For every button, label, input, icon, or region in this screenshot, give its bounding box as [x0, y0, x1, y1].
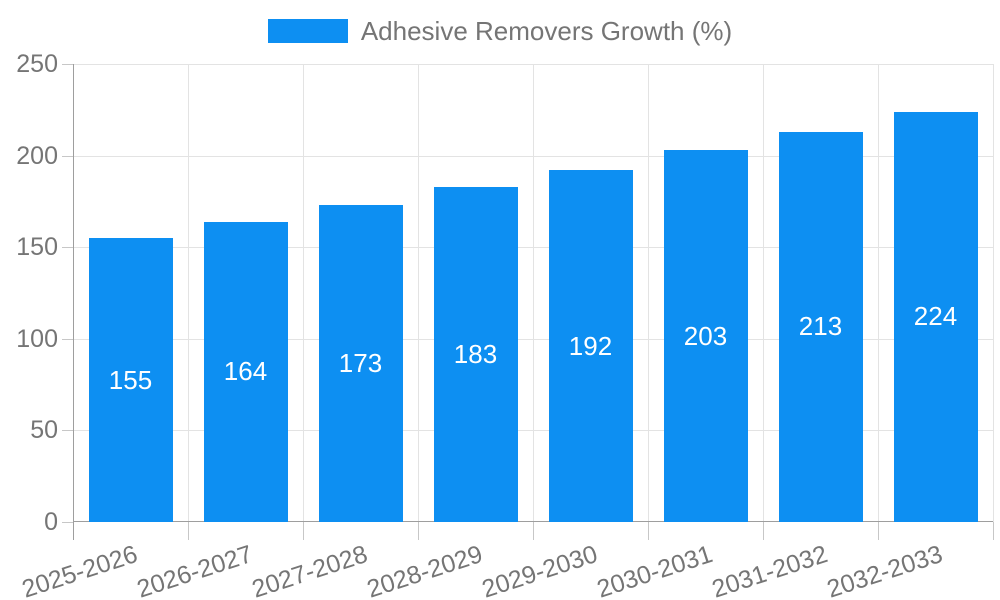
x-tick-label: 2032-2033	[823, 540, 946, 600]
x-axis-tick	[648, 522, 649, 540]
x-axis-tick	[878, 522, 879, 540]
gridline-vertical	[878, 64, 879, 522]
gridline-vertical	[188, 64, 189, 522]
gridline-vertical	[533, 64, 534, 522]
y-axis-tick	[62, 522, 73, 523]
legend-label: Adhesive Removers Growth (%)	[360, 16, 733, 46]
y-tick-label: 100	[16, 324, 58, 353]
gridline-vertical	[418, 64, 419, 522]
y-axis-line	[73, 64, 74, 540]
y-axis-tick	[62, 430, 73, 432]
x-axis-line	[73, 521, 993, 522]
bar-value-label: 203	[683, 320, 728, 351]
y-axis-tick	[62, 64, 73, 65]
x-tick-label: 2025-2026	[18, 540, 141, 600]
y-tick-label: 0	[44, 508, 58, 536]
bar-value-label: 173	[338, 348, 383, 379]
y-tick-label: 50	[30, 416, 58, 445]
x-tick-label: 2029-2030	[478, 540, 601, 600]
y-axis-tick	[62, 155, 73, 157]
x-axis-tick	[993, 522, 994, 540]
x-tick-label: 2027-2028	[248, 540, 371, 600]
x-axis-tick	[763, 522, 764, 540]
gridline-vertical	[648, 64, 649, 522]
gridline-vertical	[993, 64, 994, 522]
bar-value-label: 164	[223, 356, 268, 387]
bar-value-label: 192	[568, 330, 613, 361]
x-tick-label: 2028-2029	[363, 540, 486, 600]
bar: 203	[663, 150, 748, 522]
bar: 183	[433, 186, 518, 522]
gridline-vertical	[303, 64, 304, 522]
x-axis-tick	[73, 522, 74, 540]
bar: 192	[548, 170, 633, 522]
bar-value-label: 155	[108, 364, 153, 395]
bar: 155	[88, 238, 173, 522]
x-axis-tick	[188, 522, 189, 540]
plot-area: 155 164 173 183 192 203 213 224	[73, 64, 994, 540]
y-tick-label: 250	[16, 50, 58, 78]
bar: 173	[318, 205, 403, 522]
legend: Adhesive Removers Growth (%)	[0, 17, 1000, 45]
x-tick-label: 2030-2031	[593, 540, 716, 600]
y-axis-tick	[62, 338, 73, 340]
bar: 213	[778, 131, 863, 522]
y-axis-tick	[62, 247, 73, 249]
x-axis-tick	[303, 522, 304, 540]
bar: 224	[893, 111, 978, 522]
legend-swatch	[267, 19, 348, 43]
y-tick-label: 200	[16, 141, 58, 170]
x-tick-label: 2026-2027	[133, 540, 256, 600]
bar-value-label: 224	[913, 301, 958, 332]
x-tick-label: 2031-2032	[708, 540, 831, 600]
bar-value-label: 213	[798, 311, 843, 342]
y-tick-label: 150	[16, 233, 58, 262]
gridline-vertical	[763, 64, 764, 522]
bar-value-label: 183	[453, 338, 498, 369]
bar: 164	[203, 221, 288, 522]
x-axis-tick	[418, 522, 419, 540]
x-axis-tick	[533, 522, 534, 540]
